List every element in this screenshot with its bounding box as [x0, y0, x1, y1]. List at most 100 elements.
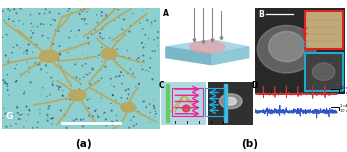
Point — [139, 65, 145, 67]
Point — [104, 124, 109, 127]
Point — [50, 80, 56, 83]
Point — [62, 114, 67, 116]
Ellipse shape — [312, 63, 335, 80]
Point — [58, 109, 64, 112]
Point — [43, 119, 49, 121]
Point — [17, 114, 23, 116]
Point — [141, 46, 146, 49]
Point — [119, 83, 125, 85]
Point — [82, 18, 87, 20]
Bar — [305, 53, 342, 91]
Ellipse shape — [190, 41, 225, 53]
Point — [127, 57, 132, 59]
Point — [118, 71, 124, 73]
Point — [147, 67, 153, 69]
Point — [87, 83, 93, 85]
Point — [110, 94, 116, 97]
Point — [0, 79, 6, 81]
Point — [152, 50, 158, 52]
Point — [6, 15, 12, 17]
Point — [151, 39, 157, 41]
Point — [67, 36, 72, 39]
Point — [11, 46, 16, 49]
Point — [35, 26, 40, 28]
Point — [28, 22, 34, 25]
Point — [77, 94, 83, 97]
Point — [50, 84, 56, 86]
Point — [12, 67, 18, 70]
Point — [102, 37, 107, 40]
Point — [77, 78, 83, 80]
Bar — [224, 85, 227, 122]
Point — [57, 45, 62, 47]
Point — [111, 58, 116, 60]
Point — [81, 118, 86, 121]
Ellipse shape — [101, 48, 117, 59]
Point — [81, 93, 86, 96]
Point — [141, 10, 146, 12]
Point — [151, 73, 156, 75]
Point — [17, 47, 23, 49]
Point — [135, 61, 141, 63]
Point — [153, 110, 158, 112]
Point — [114, 40, 119, 42]
Point — [100, 60, 105, 62]
Point — [102, 18, 107, 21]
Point — [60, 95, 66, 97]
Point — [44, 95, 50, 98]
Ellipse shape — [269, 31, 305, 62]
Point — [126, 88, 131, 90]
Point — [137, 82, 142, 85]
Point — [2, 81, 8, 83]
Bar — [305, 11, 342, 49]
Point — [95, 21, 100, 24]
Point — [153, 112, 159, 115]
Point — [3, 54, 9, 57]
Point — [33, 45, 39, 48]
Point — [52, 19, 58, 22]
Point — [25, 61, 30, 63]
Point — [122, 34, 128, 36]
Point — [6, 94, 12, 96]
Point — [30, 32, 36, 34]
Point — [50, 43, 56, 45]
Point — [90, 115, 96, 117]
Point — [74, 76, 79, 79]
Point — [97, 32, 103, 35]
Point — [6, 18, 12, 20]
Point — [30, 127, 35, 129]
Point — [50, 18, 56, 21]
Point — [22, 90, 27, 93]
Point — [115, 48, 120, 50]
Point — [80, 125, 86, 128]
Point — [49, 117, 54, 120]
Bar — [166, 85, 169, 122]
Point — [5, 74, 10, 76]
Point — [3, 112, 8, 115]
Point — [119, 28, 125, 30]
Ellipse shape — [225, 97, 236, 105]
Point — [34, 126, 40, 129]
Point — [121, 29, 126, 32]
Point — [56, 30, 61, 32]
Point — [125, 72, 130, 75]
Point — [87, 98, 92, 100]
Text: 1 nA
10 ms: 1 nA 10 ms — [339, 104, 347, 113]
Polygon shape — [166, 47, 212, 65]
Point — [135, 111, 141, 113]
Text: B: B — [258, 10, 263, 19]
Point — [106, 56, 111, 58]
Point — [101, 112, 107, 115]
Point — [125, 97, 130, 100]
Circle shape — [183, 105, 190, 112]
Point — [50, 82, 55, 85]
Point — [41, 23, 46, 26]
Point — [26, 66, 32, 69]
Point — [58, 67, 64, 69]
Point — [26, 43, 32, 46]
Point — [155, 31, 161, 33]
Point — [152, 107, 157, 109]
Point — [39, 93, 44, 96]
Point — [18, 118, 23, 120]
Ellipse shape — [219, 94, 242, 109]
